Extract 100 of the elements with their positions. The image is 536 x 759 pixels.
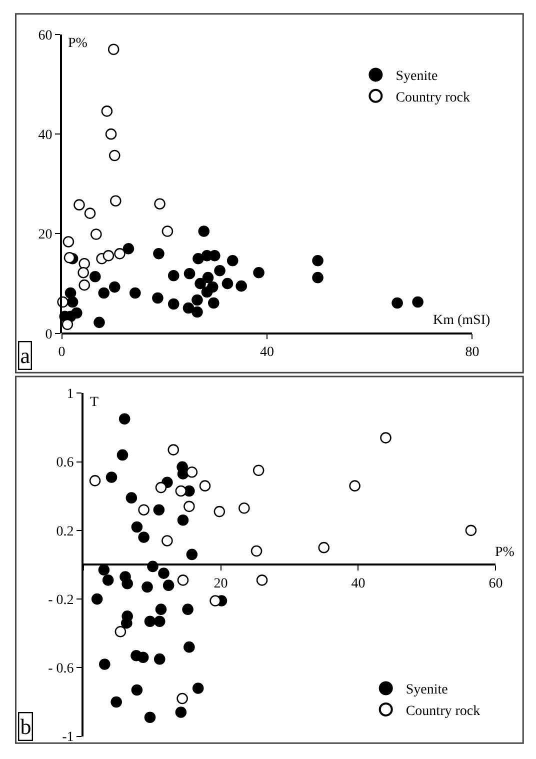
point bbox=[214, 264, 226, 276]
point bbox=[162, 535, 173, 546]
point bbox=[126, 492, 138, 504]
point bbox=[102, 574, 114, 586]
point bbox=[412, 296, 424, 308]
y-tick-label: 20 bbox=[38, 228, 52, 243]
point bbox=[78, 279, 90, 291]
point bbox=[182, 604, 194, 615]
point bbox=[198, 226, 210, 237]
point bbox=[131, 521, 143, 533]
point bbox=[312, 272, 324, 284]
point bbox=[199, 480, 211, 492]
point bbox=[78, 258, 90, 270]
y-tick-label: 0.2 bbox=[56, 524, 74, 540]
point bbox=[168, 270, 180, 282]
point bbox=[162, 580, 174, 591]
point bbox=[176, 692, 188, 704]
point bbox=[252, 464, 264, 476]
point bbox=[62, 318, 74, 330]
point bbox=[114, 626, 126, 638]
point bbox=[138, 504, 150, 516]
point bbox=[192, 306, 203, 318]
x-tick-label: 40 bbox=[351, 576, 366, 592]
point bbox=[318, 542, 330, 554]
point bbox=[99, 658, 110, 670]
y-axis-title: T bbox=[90, 395, 99, 410]
point bbox=[101, 106, 113, 117]
point bbox=[142, 581, 153, 593]
point bbox=[256, 574, 268, 586]
point bbox=[153, 504, 165, 516]
point bbox=[64, 252, 76, 264]
point bbox=[138, 532, 150, 543]
y-tick-label: - 0.2 bbox=[48, 592, 74, 608]
point bbox=[108, 44, 120, 56]
point bbox=[184, 268, 196, 280]
point bbox=[62, 236, 74, 248]
point bbox=[106, 472, 118, 483]
y-tick-label: 60 bbox=[38, 28, 52, 44]
point bbox=[312, 254, 324, 266]
point bbox=[175, 485, 187, 497]
y-tick-label: 40 bbox=[38, 128, 52, 143]
y-tick-label: 0.6 bbox=[56, 456, 74, 471]
point bbox=[194, 278, 206, 290]
point bbox=[162, 226, 174, 237]
point bbox=[110, 696, 122, 708]
text: b bbox=[20, 714, 32, 740]
legend-label: Country rock bbox=[406, 704, 480, 719]
point bbox=[64, 287, 76, 299]
point bbox=[202, 272, 214, 284]
point bbox=[209, 250, 220, 262]
point bbox=[465, 524, 477, 536]
point bbox=[208, 297, 220, 309]
point bbox=[154, 616, 166, 627]
point bbox=[238, 502, 250, 514]
y-tick-label: - 0.6 bbox=[48, 662, 74, 677]
point bbox=[114, 248, 126, 260]
y-axis-title: P% bbox=[68, 36, 88, 51]
point bbox=[184, 500, 195, 512]
point bbox=[192, 294, 203, 306]
point bbox=[122, 243, 134, 254]
x-axis-title: P% bbox=[495, 545, 515, 560]
x-tick-label: 20 bbox=[214, 576, 228, 592]
legend-label: Syenite bbox=[396, 69, 438, 84]
point bbox=[201, 286, 213, 298]
point bbox=[236, 280, 247, 292]
point bbox=[91, 593, 103, 605]
x-axis-title: Km (mSI) bbox=[433, 313, 490, 328]
point bbox=[78, 266, 89, 278]
point bbox=[89, 270, 101, 282]
x-tick-label: 80 bbox=[465, 344, 480, 360]
point bbox=[192, 682, 204, 694]
point bbox=[210, 595, 221, 606]
point bbox=[349, 480, 360, 492]
legend-label: Syenite bbox=[406, 682, 448, 698]
point bbox=[186, 466, 198, 478]
y-tick-label: 1 bbox=[66, 387, 74, 402]
point bbox=[392, 297, 403, 309]
point bbox=[175, 706, 187, 718]
point bbox=[105, 128, 117, 140]
point bbox=[192, 253, 204, 264]
point bbox=[253, 266, 264, 278]
point bbox=[154, 653, 166, 665]
point bbox=[137, 652, 149, 664]
point bbox=[144, 712, 156, 724]
point bbox=[154, 198, 166, 210]
point bbox=[226, 254, 238, 266]
y-tick-label: 0 bbox=[45, 327, 52, 342]
point bbox=[108, 150, 120, 162]
point bbox=[144, 616, 156, 627]
point bbox=[89, 475, 101, 486]
point bbox=[94, 316, 105, 328]
point bbox=[214, 506, 226, 518]
point bbox=[158, 568, 170, 579]
point bbox=[186, 548, 198, 560]
point bbox=[116, 449, 128, 461]
point bbox=[110, 195, 122, 206]
point bbox=[153, 248, 164, 260]
point bbox=[155, 604, 167, 615]
point bbox=[182, 302, 194, 314]
point bbox=[84, 208, 96, 219]
